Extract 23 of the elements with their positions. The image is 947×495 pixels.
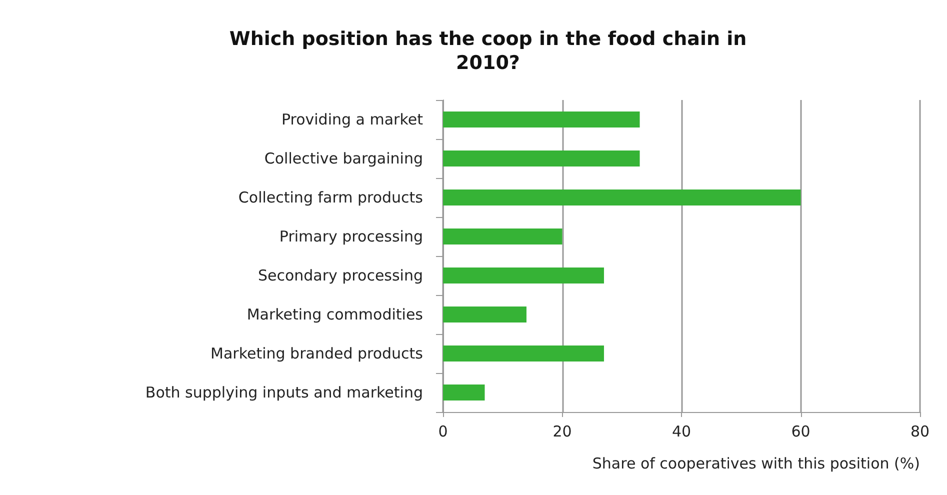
- y-tick-label: Primary processing: [279, 228, 423, 246]
- bar: [443, 268, 604, 284]
- bar: [443, 150, 640, 166]
- y-tick-label: Both supplying inputs and marketing: [145, 384, 423, 402]
- y-tick-label: Providing a market: [281, 110, 424, 128]
- bar: [443, 228, 562, 244]
- y-tick-label: Collecting farm products: [238, 188, 424, 206]
- bar: [443, 346, 604, 362]
- bar: [443, 190, 801, 206]
- x-tick-label: 20: [552, 422, 572, 440]
- x-tick-label: 80: [910, 422, 930, 440]
- x-tick-label: 40: [672, 422, 692, 440]
- x-tick-label: 60: [791, 422, 810, 440]
- y-tick-label: Marketing branded products: [210, 344, 424, 362]
- bar: [443, 306, 526, 322]
- bar: [443, 112, 640, 128]
- y-tick-label: Secondary processing: [258, 266, 423, 284]
- y-tick-label: Marketing commodities: [246, 306, 424, 324]
- x-tick-label: 0: [438, 422, 448, 440]
- bar: [443, 384, 485, 400]
- y-tick-label: Collective bargaining: [264, 150, 423, 168]
- chart-title: Which position has the coop in the food chain in 2010?: [229, 28, 747, 74]
- x-axis-title: Share of cooperatives with this position (%): [592, 454, 920, 472]
